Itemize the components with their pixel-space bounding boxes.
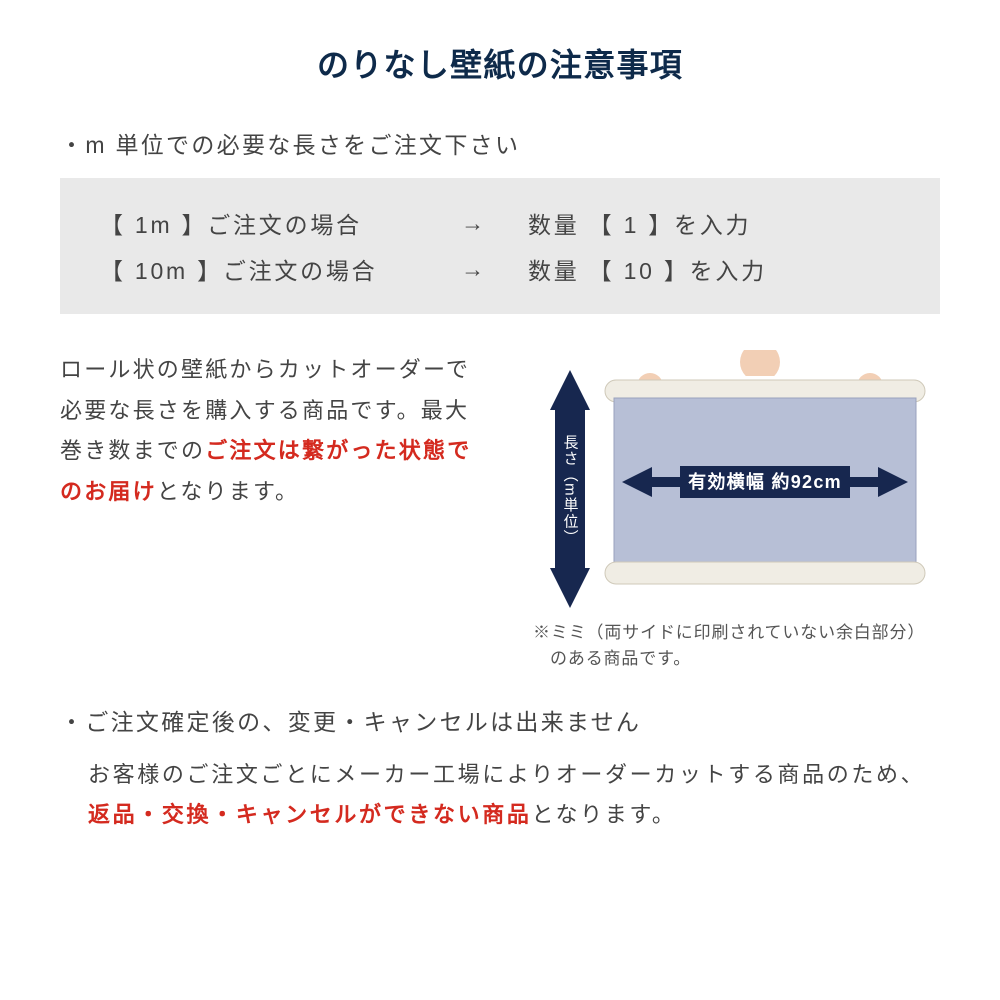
section-cancellation: ご注文確定後の、変更・キャンセルは出来ません お客様のご注文ごとにメーカー工場に…	[60, 703, 940, 836]
cancellation-body: お客様のご注文ごとにメーカー工場によりオーダーカットする商品のため、返品・交換・…	[60, 755, 940, 836]
example-left: 【 10m 】ご注文の場合	[100, 252, 420, 286]
section-ordering: m 単位での必要な長さをご注文下さい 【 1m 】ご注文の場合 → 数量 【 1…	[60, 126, 940, 673]
example-row: 【 1m 】ご注文の場合 → 数量 【 1 】を入力	[100, 200, 900, 246]
length-label: 長さ（m単位）	[562, 434, 579, 545]
quantity-example-box: 【 1m 】ご注文の場合 → 数量 【 1 】を入力 【 10m 】ご注文の場合…	[60, 178, 940, 314]
page-title: のりなし壁紙の注意事項	[60, 40, 940, 86]
example-right: 数量 【 10 】を入力	[528, 252, 767, 286]
arrow-icon: →	[454, 210, 494, 237]
arrow-icon: →	[454, 256, 494, 283]
body-post: となります。	[532, 802, 677, 827]
cut-order-description: ロール状の壁紙からカットオーダーで必要な長さを購入する商品です。最大巻き数までの…	[60, 350, 490, 513]
section1-heading: m 単位での必要な長さをご注文下さい	[60, 126, 940, 160]
mimi-note: ※ミミ（両サイドに印刷されていない余白部分）のある商品です。	[510, 620, 940, 673]
example-row: 【 10m 】ご注文の場合 → 数量 【 10 】を入力	[100, 246, 900, 292]
example-right: 数量 【 1 】を入力	[528, 206, 751, 240]
width-label: 有効横幅 約92cm	[688, 471, 842, 492]
example-left: 【 1m 】ご注文の場合	[100, 206, 420, 240]
body-red: 返品・交換・キャンセルができない商品	[88, 802, 532, 827]
body-pre: お客様のご注文ごとにメーカー工場によりオーダーカットする商品のため、	[88, 762, 925, 787]
wallpaper-diagram: 有効横幅 約92cm 長さ（m単位） ※ミミ（両サイドに印刷されていない余白部分…	[510, 350, 940, 673]
section2-heading: ご注文確定後の、変更・キャンセルは出来ません	[60, 703, 940, 737]
desc-post: となります。	[157, 479, 299, 504]
